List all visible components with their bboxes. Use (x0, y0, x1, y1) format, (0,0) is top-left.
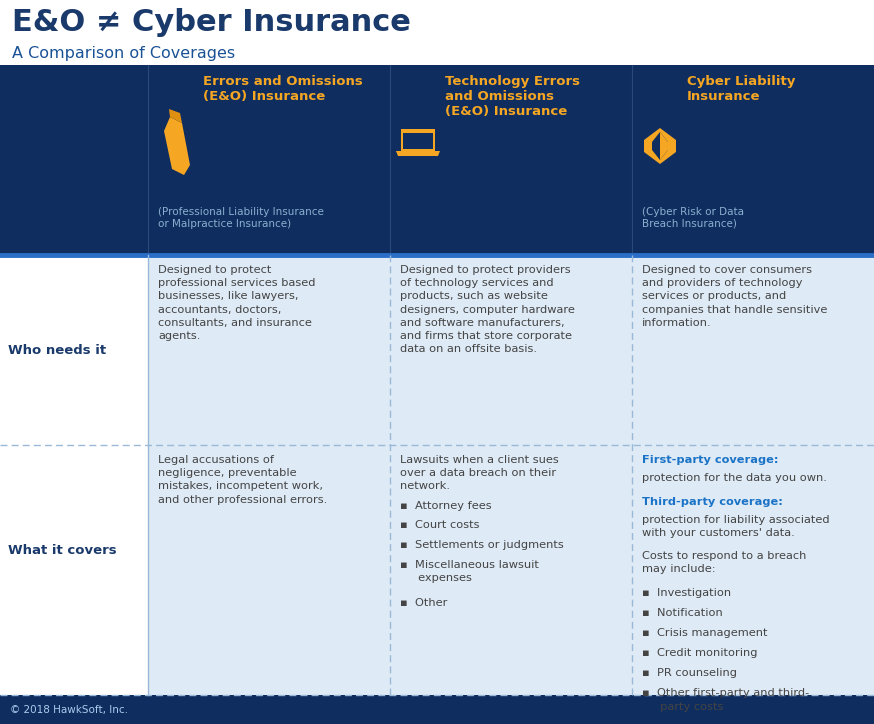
Text: (Professional Liability Insurance
or Malpractice Insurance): (Professional Liability Insurance or Mal… (158, 207, 324, 229)
Text: ▪  Miscellaneous lawsuit
     expenses: ▪ Miscellaneous lawsuit expenses (400, 560, 539, 583)
Text: Who needs it: Who needs it (8, 343, 106, 356)
Text: ▪  Investigation: ▪ Investigation (642, 588, 732, 597)
Text: ▪  Other first-party and third-
     party costs: ▪ Other first-party and third- party cos… (642, 689, 809, 712)
Text: Cyber Liability
Insurance: Cyber Liability Insurance (687, 75, 795, 103)
Text: ▪  Notification: ▪ Notification (642, 607, 723, 618)
Polygon shape (396, 151, 440, 156)
Polygon shape (660, 132, 668, 160)
Text: Technology Errors
and Omissions
(E&O) Insurance: Technology Errors and Omissions (E&O) In… (445, 75, 580, 118)
Text: Third-party coverage:: Third-party coverage: (642, 497, 783, 507)
Text: What it covers: What it covers (8, 544, 116, 557)
Text: ▪  Attorney fees: ▪ Attorney fees (400, 501, 491, 511)
Text: ▪  Other: ▪ Other (400, 599, 447, 608)
Text: ▪  Crisis management: ▪ Crisis management (642, 628, 767, 638)
Bar (0, 255, 148, 695)
Bar (148, 255, 874, 695)
Text: Lawsuits when a client sues
over a data breach on their
network.: Lawsuits when a client sues over a data … (400, 455, 558, 492)
Text: ▪  Settlements or judgments: ▪ Settlements or judgments (400, 540, 564, 550)
Text: Legal accusations of
negligence, preventable
mistakes, incompetent work,
and oth: Legal accusations of negligence, prevent… (158, 455, 327, 505)
Text: © 2018 HawkSoft, Inc.: © 2018 HawkSoft, Inc. (10, 704, 128, 715)
Bar (0, 695, 874, 724)
Text: Costs to respond to a breach
may include:: Costs to respond to a breach may include… (642, 551, 807, 574)
Text: Designed to protect
professional services based
businesses, like lawyers,
accoun: Designed to protect professional service… (158, 265, 316, 341)
Text: (Cyber Risk or Data
Breach Insurance): (Cyber Risk or Data Breach Insurance) (642, 207, 744, 229)
Text: First-party coverage:: First-party coverage: (642, 455, 779, 465)
Text: ▪  PR counseling: ▪ PR counseling (642, 668, 737, 678)
Text: Errors and Omissions
(E&O) Insurance: Errors and Omissions (E&O) Insurance (203, 75, 363, 103)
Polygon shape (644, 128, 676, 164)
Text: ▪  Credit monitoring: ▪ Credit monitoring (642, 648, 758, 658)
Polygon shape (652, 132, 668, 160)
Text: protection for liability associated
with your customers' data.: protection for liability associated with… (642, 515, 829, 538)
Text: protection for the data you own.: protection for the data you own. (642, 473, 827, 483)
Polygon shape (169, 109, 182, 123)
Text: A Comparison of Coverages: A Comparison of Coverages (12, 46, 235, 61)
Bar (403, 133, 433, 149)
Text: ▪  Court costs: ▪ Court costs (400, 521, 480, 531)
Text: Designed to cover consumers
and providers of technology
services or products, an: Designed to cover consumers and provider… (642, 265, 828, 328)
Bar (401, 129, 435, 151)
Text: Designed to protect providers
of technology services and
products, such as websi: Designed to protect providers of technol… (400, 265, 575, 354)
Bar (0, 65, 874, 255)
Text: E&O ≠ Cyber Insurance: E&O ≠ Cyber Insurance (12, 8, 411, 37)
Polygon shape (164, 117, 190, 175)
